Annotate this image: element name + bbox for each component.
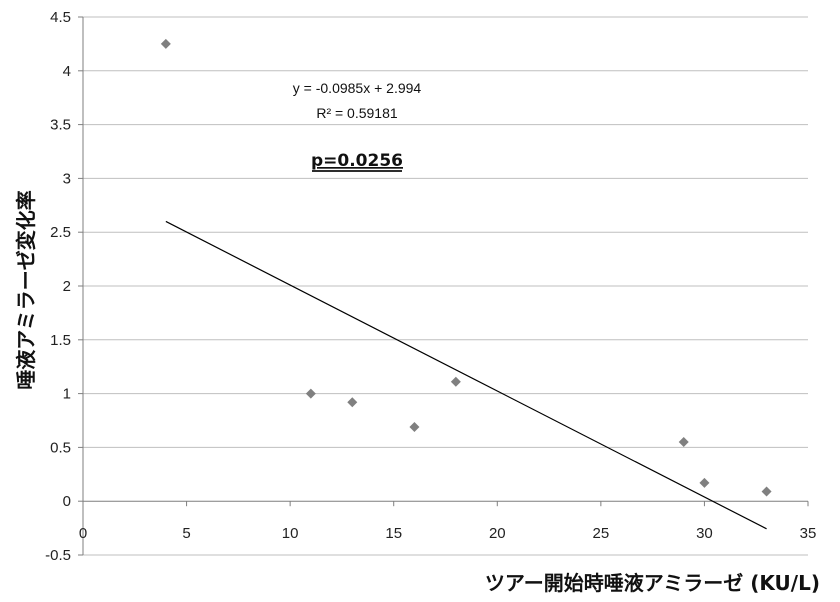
r-squared-label: R² = 0.59181 [316,105,398,121]
x-tick-label: 0 [79,525,87,542]
y-tick-label: 3.5 [50,117,71,134]
equation-label: y = -0.0985x + 2.994 [293,80,422,96]
data-point [450,376,461,387]
data-point [699,477,710,488]
y-tick-label: 1 [63,386,71,403]
data-point [160,38,171,49]
y-tick-label: 0.5 [50,439,71,456]
data-point [409,421,420,432]
p-value-label: p=0.0256 [311,151,403,171]
x-tick-label: 20 [489,525,506,542]
y-tick-label: 0 [63,493,71,510]
x-tick-label: 15 [385,525,402,542]
y-tick-label: 4.5 [50,9,71,26]
y-tick-label: 4 [63,63,71,80]
y-tick-labels: -0.5 0 0.5 1 1.5 2 2.5 3 3.5 4 4.5 [45,9,71,564]
y-tick-label: 3 [63,170,71,187]
x-tick-label: 35 [800,525,817,542]
data-point [678,437,689,448]
data-point [305,388,316,399]
x-tick-label: 5 [182,525,190,542]
x-axis-title: ツアー開始時唾液アミラーゼ (KU/L) [485,571,820,595]
data-point [347,397,358,408]
y-tick-label: 1.5 [50,332,71,349]
y-tick-label: -0.5 [45,547,71,564]
data-points [160,38,772,497]
x-tick-labels: 0 5 10 15 20 25 30 35 [79,525,817,542]
x-tick-label: 30 [696,525,713,542]
y-axis-title: 唾液アミラーゼ変化率 [14,190,38,390]
gridlines [83,16,808,556]
axes [78,16,809,556]
y-tick-label: 2.5 [50,224,71,241]
y-tick-label: 2 [63,278,71,295]
data-point [761,486,772,497]
x-tick-label: 25 [593,525,610,542]
x-tick-label: 10 [282,525,299,542]
trendline [165,220,767,530]
